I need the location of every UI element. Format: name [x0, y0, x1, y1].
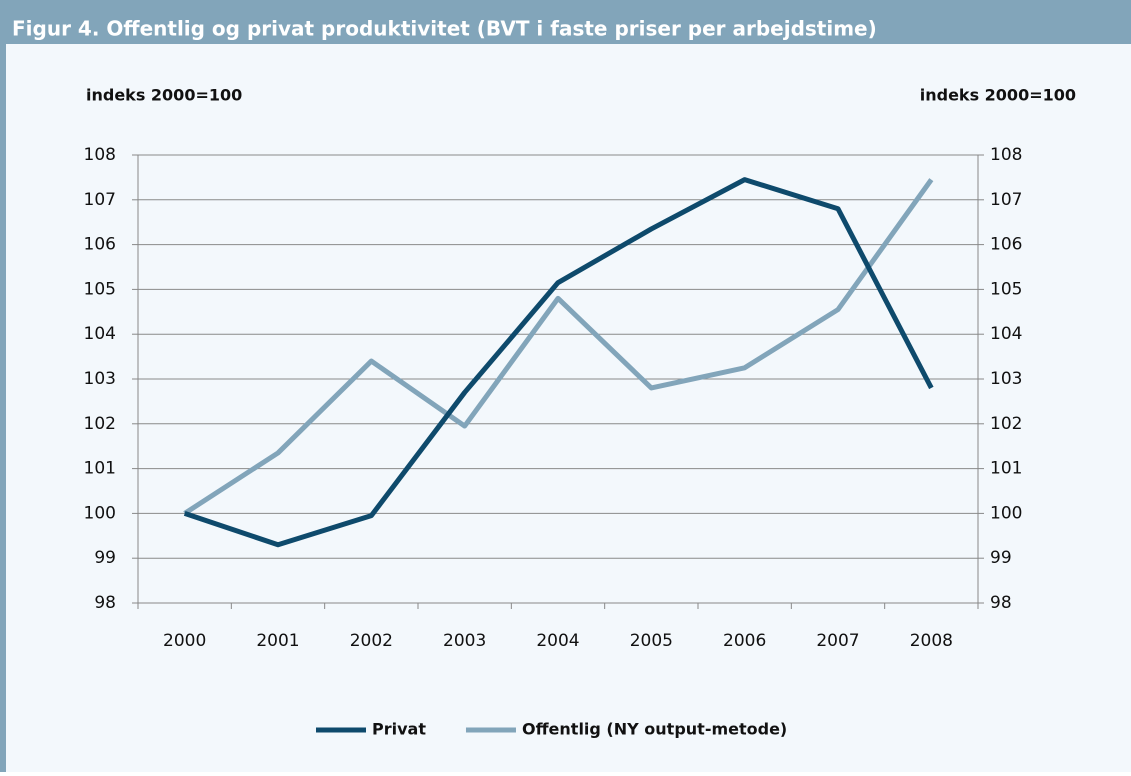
y2-tick-label: 98	[990, 593, 1012, 613]
legend-label: Privat	[372, 720, 426, 739]
x-tick-label: 2003	[443, 631, 486, 651]
y2-tick-label: 102	[990, 414, 1022, 434]
y-tick-label: 101	[84, 459, 116, 479]
y-tick-label: 103	[84, 369, 116, 389]
y-axis-label: indeks 2000=100	[86, 86, 242, 105]
y2-tick-label: 104	[990, 324, 1022, 344]
y2-tick-label: 108	[990, 145, 1022, 165]
x-tick-label: 2004	[536, 631, 579, 651]
y2-tick-label: 99	[990, 548, 1012, 568]
x-tick-label: 2005	[630, 631, 673, 651]
header-bar	[0, 0, 1131, 44]
series-line	[183, 177, 934, 548]
y2-tick-label: 103	[990, 369, 1022, 389]
y2-tick-label: 106	[990, 235, 1022, 255]
y2-axis-label: indeks 2000=100	[920, 86, 1076, 105]
y-tick-label: 100	[84, 503, 116, 523]
y2-tick-label: 107	[990, 190, 1022, 210]
x-tick-label: 2008	[910, 631, 953, 651]
legend-label: Offentlig (NY output-metode)	[522, 720, 787, 739]
x-tick-label: 2000	[163, 631, 206, 651]
y-tick-label: 99	[94, 548, 116, 568]
y-tick-label: 107	[84, 190, 116, 210]
y-tick-label: 105	[84, 279, 116, 299]
y2-tick-label: 100	[990, 503, 1022, 523]
x-tick-label: 2007	[816, 631, 859, 651]
left-border	[0, 44, 6, 772]
x-tick-label: 2002	[350, 631, 393, 651]
y2-tick-label: 105	[990, 279, 1022, 299]
series-line	[183, 178, 934, 516]
y-tick-label: 106	[84, 235, 116, 255]
x-tick-label: 2006	[723, 631, 766, 651]
y-tick-label: 102	[84, 414, 116, 434]
chart-title: Figur 4. Offentlig og privat produktivit…	[12, 17, 877, 41]
y-tick-label: 108	[84, 145, 116, 165]
y-tick-label: 98	[94, 593, 116, 613]
y2-tick-label: 101	[990, 459, 1022, 479]
x-tick-label: 2001	[256, 631, 299, 651]
y-tick-label: 104	[84, 324, 116, 344]
